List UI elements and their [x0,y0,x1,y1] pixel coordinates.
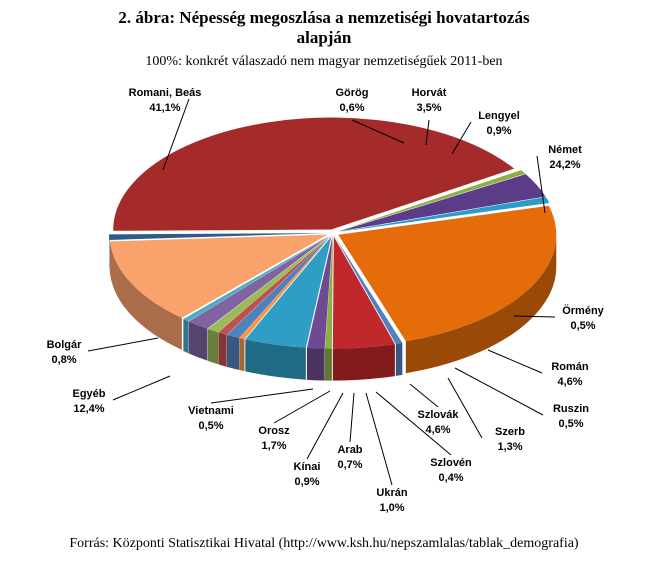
leader-line-bolgár [87,337,159,352]
pie-slice-szlovén [239,236,331,340]
pie-side-vietnami [183,319,189,354]
pie-slice-horvát [338,174,546,232]
pie-side-ukrán [226,334,240,370]
leader-line-vietnami [210,388,314,404]
pie-leader-lines [87,98,556,486]
pie-side-román [332,344,395,381]
pie-tops [109,117,557,349]
slice-value-szerb: 1,3% [497,441,522,453]
pie-slice-örmény [334,236,403,344]
pie-slice-egyéb [110,234,328,318]
slice-label-vietnami: Vietnami [188,405,234,417]
slice-label-orosz: Orosz [258,425,290,437]
slice-value-vietnami: 0,5% [198,420,223,432]
slice-value-ruszin: 0,5% [558,418,583,430]
chart-title: 2. ábra: Népesség megoszlása a nemzetisé… [0,8,648,48]
pie-slice-szlovák [245,236,332,348]
leader-line-egyéb [112,375,171,401]
slice-label-bolgár: Bolgár [47,339,83,351]
slice-value-görög: 0,6% [339,102,364,114]
slice-label-szlovén: Szlovén [430,457,472,469]
pie-slice-lengyel [338,196,550,232]
pie-side-arab [218,332,227,367]
slice-label-örmény: Örmény [562,304,604,317]
pie-side-örmény [395,342,403,376]
pie-slice-ruszin [325,236,333,349]
pie-side-orosz [188,321,208,361]
pie-sides [109,229,557,381]
slice-value-örmény: 0,5% [570,320,595,332]
slice-label-ruszin: Ruszin [553,403,589,415]
pie-side-szlovák [245,339,306,380]
leader-line-lengyel [451,121,472,155]
leader-line-romani-beás [162,98,190,171]
slice-value-horvát: 3,5% [416,102,441,114]
pie-side-kínai [207,328,219,365]
leader-line-orosz [273,390,331,424]
leader-line-kínai [306,392,344,460]
leader-line-szlovák [409,383,439,408]
leader-line-román [487,349,543,374]
slice-value-német: 24,2% [549,159,580,171]
pie-side-szlovén [239,338,245,372]
pie-slice-bolgár [109,233,328,240]
slice-value-ukrán: 1,0% [379,502,404,514]
slice-value-egyéb: 12,4% [73,403,104,415]
pie-side-ruszin [325,348,332,381]
slice-value-romani-beás: 41,1% [149,102,180,114]
pie-slice-görög [338,170,526,232]
slice-value-arab: 0,7% [337,459,362,471]
slice-label-egyéb: Egyéb [72,388,105,400]
source-note: Forrás: Központi Statisztikai Hivatal (h… [69,536,579,551]
pie-slice-ukrán [226,236,331,338]
pie-slice-szerb [306,236,333,349]
slice-label-lengyel: Lengyel [478,110,520,122]
slice-value-bolgár: 0,8% [51,354,76,366]
pie-slice-arab [218,236,331,335]
slice-label-arab: Arab [337,444,362,456]
slice-label-horvát: Horvát [412,87,447,99]
leader-line-szerb [447,377,483,439]
leader-line-ruszin [454,367,544,416]
pie-slice-német [338,205,557,342]
slice-value-orosz: 1,7% [261,440,286,452]
slice-label-szlovák: Szlovák [418,409,460,421]
pie-side-szerb [306,347,325,381]
leader-line-szlovén [375,391,452,456]
slice-label-német: Német [548,144,582,156]
pie-labels: Német 24,2% Örmény 0,5% Román 4,6% Ruszin 0,5% S… [47,87,605,514]
slice-value-román: 4,6% [557,376,582,388]
slice-label-kínai: Kínai [294,461,321,473]
slice-label-román: Román [551,361,589,373]
leader-line-horvát [425,119,430,146]
pie-slice-román [332,236,395,349]
slice-value-szlovák: 4,6% [425,424,450,436]
slice-value-kínai: 0,9% [294,476,319,488]
pie-slice-orosz [188,235,330,329]
slice-label-romani-beás: Romani, Beás [129,87,202,99]
leader-line-német [536,155,546,214]
pie-side-egyéb [110,241,182,350]
pie-side-német [405,234,557,374]
leader-line-görög [351,119,405,144]
slice-label-görög: Görög [336,87,369,99]
pie-slice-kínai [207,236,330,333]
slice-value-szlovén: 0,4% [438,472,463,484]
chart-title-line-2: alapján [296,28,352,47]
chart-subtitle: 100%: konkrét válaszadó nem magyar nemze… [145,54,503,69]
slice-label-ukrán: Ukrán [376,487,407,499]
slice-label-szerb: Szerb [495,426,525,438]
slice-value-lengyel: 0,9% [486,125,511,137]
leader-line-arab [349,392,355,443]
leader-line-ukrán [365,392,393,486]
pie-slice-vietnami [183,235,330,322]
leader-line-örmény [513,315,556,318]
pie-slice-romani-beás [113,117,515,231]
chart-title-line-1: 2. ábra: Népesség megoszlása a nemzetisé… [118,8,530,27]
